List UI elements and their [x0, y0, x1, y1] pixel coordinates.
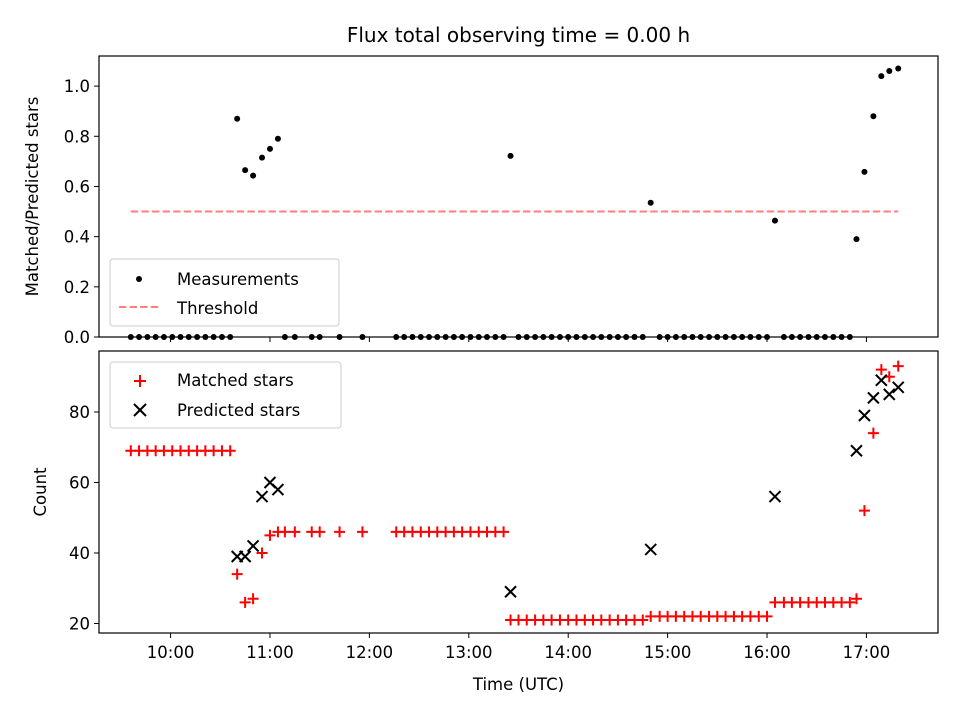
- legend-measurements-label: Measurements: [177, 270, 299, 289]
- matched-star-point: [264, 529, 276, 541]
- bottom-ytick-label: 40: [69, 544, 90, 563]
- top-panel-ylabel: Matched/Predicted stars: [23, 97, 42, 297]
- matched-star-point: [892, 360, 904, 372]
- predicted-star-point: [255, 490, 269, 503]
- top-legend-box: [109, 258, 340, 327]
- matched-star-point: [867, 427, 879, 439]
- bottom-xtick-label: 12:00: [346, 643, 394, 662]
- top-panel: Flux total observing time = 0.00 h 0.0 0.…: [23, 23, 939, 347]
- matched-star-point: [224, 445, 236, 457]
- bottom-legend-box: [109, 361, 342, 429]
- top-ytick-label: 1.0: [64, 77, 90, 96]
- predicted-star-point: [768, 490, 782, 503]
- predicted-star-point: [892, 381, 905, 394]
- measurement-point: [878, 73, 885, 80]
- measurement-point: [861, 168, 868, 175]
- bottom-xtick-label: 16:00: [743, 643, 791, 662]
- top-ytick-label: 0.4: [64, 228, 90, 247]
- matched-star-point: [247, 593, 259, 605]
- bottom-panel-frame: [98, 350, 939, 634]
- matched-star-point: [844, 596, 856, 608]
- bottom-xtick-label: 14:00: [544, 643, 592, 662]
- measurement-point: [886, 68, 893, 75]
- bottom-ytick-label: 80: [69, 403, 90, 422]
- top-ytick-label: 0.2: [64, 278, 90, 297]
- top-ytick-label: 0.0: [64, 328, 90, 347]
- matched-star-point: [356, 526, 368, 538]
- predicted-star-point: [644, 543, 657, 556]
- predicted-star-point: [883, 388, 896, 401]
- measurement-point: [647, 199, 654, 206]
- legend-measurements-marker: [136, 276, 142, 282]
- predicted-star-point: [867, 391, 880, 405]
- legend-threshold-label: Threshold: [176, 299, 258, 318]
- bottom-legend: Matched stars Predicted stars: [109, 361, 342, 429]
- measurement-point: [895, 65, 902, 72]
- matched-star-point: [637, 614, 649, 626]
- matched-star-point: [289, 526, 301, 538]
- bottom-xtick-label: 13:00: [445, 643, 493, 662]
- matched-star-point: [256, 547, 268, 559]
- predicted-star-point: [271, 483, 285, 496]
- bottom-panel: 20 40 60 80 10:00 11:00 12:00 13:00 14:00 15:00 16…: [31, 350, 939, 694]
- bottom-xtick-label: 15:00: [644, 643, 692, 662]
- top-ytick-label: 0.6: [64, 177, 90, 196]
- bottom-ytick-label: 20: [69, 614, 90, 633]
- measurement-point: [250, 172, 257, 179]
- predicted-star-point: [858, 409, 871, 422]
- bottom-panel-xlabel: Time (UTC): [472, 675, 564, 694]
- matched-star-point: [314, 526, 326, 538]
- legend-matched-label: Matched stars: [177, 371, 294, 390]
- top-legend: Measurements Threshold: [109, 258, 340, 327]
- bottom-ytick-label: 60: [69, 473, 90, 492]
- matched-star-point: [239, 596, 251, 608]
- measurement-point: [507, 152, 514, 159]
- predicted-star-point: [504, 585, 517, 598]
- legend-predicted-marker: [133, 403, 147, 417]
- measurement-point: [870, 113, 877, 120]
- measurement-point: [266, 145, 273, 152]
- legend-matched-marker: [134, 375, 146, 387]
- matched-star-point: [279, 526, 291, 538]
- measurement-point: [853, 236, 860, 243]
- measurement-point: [234, 115, 241, 122]
- predicted-star-point: [246, 539, 260, 553]
- bottom-xtick-label: 17:00: [843, 643, 891, 662]
- bottom-xtick-label: 10:00: [147, 643, 195, 662]
- measurement-point: [274, 135, 281, 142]
- bottom-xtick-label: 11:00: [246, 643, 294, 662]
- matched-star-point: [858, 505, 870, 517]
- measurement-point: [242, 167, 249, 174]
- bottom-panel-ylabel: Count: [31, 467, 50, 517]
- measurement-point: [771, 217, 778, 224]
- matched-star-point: [850, 593, 862, 605]
- predicted-star-point: [238, 550, 252, 563]
- matched-star-point: [498, 526, 510, 538]
- legend-predicted-label: Predicted stars: [177, 401, 300, 420]
- matched-star-point: [761, 610, 773, 622]
- matched-star-point: [231, 568, 243, 580]
- top-ytick-label: 0.8: [64, 127, 90, 146]
- predicted-star-point: [850, 444, 863, 457]
- matched-star-point: [875, 364, 887, 376]
- measurement-point: [259, 154, 266, 161]
- top-panel-frame: [98, 55, 939, 338]
- matched-star-point: [334, 526, 346, 538]
- predicted-star-point: [875, 374, 888, 387]
- top-panel-title: Flux total observing time = 0.00 h: [347, 23, 690, 47]
